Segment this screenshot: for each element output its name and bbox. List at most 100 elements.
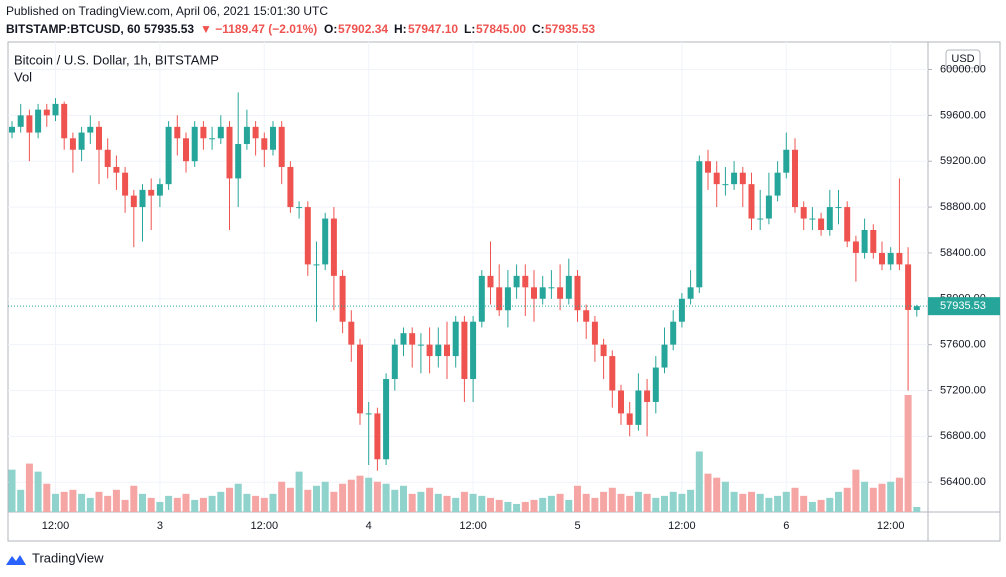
candle-body [357, 344, 363, 414]
candle-body [270, 126, 276, 150]
candle-body [661, 344, 668, 368]
volume-bar [608, 487, 616, 512]
volume-bar [17, 489, 25, 512]
candle-body [522, 275, 529, 288]
volume-bar [443, 495, 451, 512]
y-tick-label: 57200.00 [940, 384, 986, 396]
candle-body [35, 109, 42, 133]
last-price-box [928, 297, 1000, 316]
volume-bar [304, 489, 312, 512]
volume-bar [765, 497, 773, 512]
volume-bar [52, 493, 59, 512]
volume-bar [156, 501, 164, 512]
candle-body [365, 413, 372, 415]
candle-body [565, 275, 572, 299]
y-tick-label: 59200.00 [940, 155, 986, 167]
y-tick-label: 58400.00 [940, 247, 986, 259]
volume-bar [843, 487, 851, 512]
candle-body [69, 138, 76, 150]
candle-body [470, 321, 477, 380]
volume-bar [513, 503, 521, 512]
chart-title: Bitcoin / U.S. Dollar, 1h, BITSTAMP [14, 52, 219, 67]
volume-bar [730, 491, 738, 512]
published: Published on TradingView.com, April 06, … [6, 4, 328, 18]
candle-body [705, 161, 711, 173]
candle-body [531, 287, 537, 299]
candle-body [261, 138, 268, 150]
volume-bar [252, 495, 260, 512]
candle-body [435, 344, 442, 357]
volume-bar [591, 497, 599, 512]
candle-body [287, 166, 294, 208]
volume-bar [191, 499, 199, 512]
candle-body [452, 321, 459, 357]
volume-bar [130, 485, 138, 512]
candle-body [43, 109, 50, 116]
volume-bar [887, 481, 895, 512]
last-price: 57935.53 [144, 22, 194, 36]
y-tick-label: 56800.00 [940, 430, 986, 442]
volume-bar [243, 493, 251, 512]
volume-bar [60, 491, 68, 512]
volume-bar [669, 491, 677, 512]
candle-body [861, 230, 868, 253]
volume-bar [182, 493, 190, 512]
y-tick-label: 58800.00 [940, 201, 986, 213]
candle-body [557, 287, 564, 299]
candle-body [687, 287, 694, 299]
x-tick-label: 12:00 [251, 520, 279, 532]
volume-bar [626, 495, 634, 512]
candle-body [96, 126, 102, 150]
y-tick-label: 56400.00 [940, 476, 986, 488]
volume-bar [330, 491, 338, 512]
candle-body [913, 306, 920, 310]
volume-bar [861, 481, 869, 512]
candle-body [130, 195, 137, 208]
volume-bar [313, 485, 320, 512]
volume-bar [495, 499, 503, 512]
volume-bar [565, 499, 573, 512]
logo-icon [6, 555, 26, 565]
volume-bar [25, 463, 33, 512]
volume-bar [295, 471, 303, 512]
volume-bar [791, 487, 799, 512]
volume-bar [574, 485, 581, 512]
volume-label: Vol [14, 69, 32, 84]
candle-body [243, 126, 250, 145]
candle-body [774, 172, 781, 196]
y-tick-label: 57600.00 [940, 339, 986, 351]
volume-bar [452, 497, 460, 512]
candle-body [200, 126, 207, 139]
candle-body [461, 321, 468, 380]
candle-body [757, 218, 764, 220]
volume-bar [487, 497, 494, 512]
candle-body [426, 344, 433, 357]
legend: BITSTAMP:BTCUSD, 60 57935.53 ▼ −1189.47 … [6, 22, 595, 36]
footer-logo: TradingView [6, 550, 104, 565]
candle-body [852, 241, 859, 253]
volume-bar [774, 495, 782, 512]
volume-bar [634, 491, 642, 512]
frame [7, 41, 1001, 542]
volume-bar [8, 469, 16, 512]
candle-body [374, 413, 381, 460]
candle-body [330, 218, 337, 276]
l-value: 57845.00 [476, 22, 526, 36]
candle-body [61, 103, 68, 139]
candle-body [800, 207, 807, 219]
h-label: H: [394, 22, 407, 36]
volume-bar [721, 481, 729, 512]
candle-body [905, 264, 912, 310]
candle-body [17, 115, 24, 127]
volume-bar [460, 491, 468, 512]
candle-body [809, 218, 816, 220]
candle-body [417, 344, 424, 346]
marks [8, 92, 928, 512]
volume-bar [695, 451, 703, 512]
brand: TradingView [32, 550, 104, 565]
candle-body [339, 275, 346, 322]
volume-bar [800, 495, 808, 512]
currency-box[interactable] [945, 49, 981, 69]
candle-body [870, 230, 877, 253]
candle-body [26, 115, 33, 133]
